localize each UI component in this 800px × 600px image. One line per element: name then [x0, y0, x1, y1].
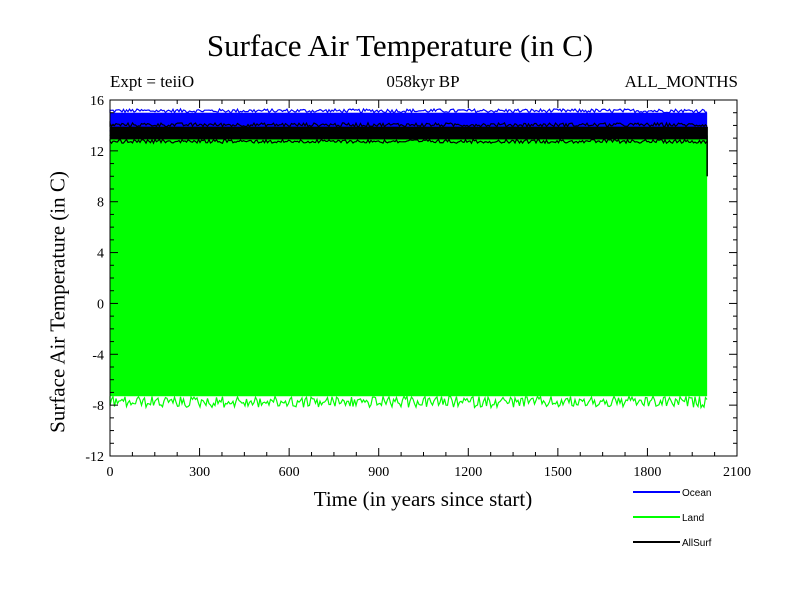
y-tick-label: 0: [97, 297, 104, 312]
y-tick-label: 12: [90, 145, 104, 160]
legend-item-land: Land: [633, 513, 704, 524]
y-tick-label: 4: [97, 247, 104, 262]
series-allsurf: [109, 121, 708, 177]
x-tick-label: 1500: [544, 465, 572, 480]
legend-item-allsurf: AllSurf: [633, 538, 712, 549]
series-land: [109, 130, 708, 410]
x-tick-label: 1800: [633, 465, 661, 480]
x-tick-label: 300: [189, 465, 210, 480]
series-band: [110, 126, 708, 140]
y-tick-label: -12: [85, 450, 104, 465]
y-tick-label: 8: [97, 196, 104, 211]
series-upper-envelope: [109, 107, 708, 115]
series-lower-envelope: [109, 394, 708, 410]
y-tick-label: -8: [92, 399, 104, 414]
x-axis-label: Time (in years since start): [313, 487, 533, 511]
y-tick-label: 16: [90, 94, 104, 109]
legend: Ocean Land AllSurf: [633, 488, 712, 549]
legend-label: Land: [682, 513, 704, 524]
series-band: [110, 135, 708, 397]
series-lower-envelope: [109, 138, 708, 145]
y-tick-label: -4: [92, 348, 104, 363]
x-tick-label: 900: [368, 465, 389, 480]
legend-label: Ocean: [682, 488, 711, 499]
x-tick-label: 2100: [723, 465, 751, 480]
season-label: ALL_MONTHS: [624, 72, 738, 91]
legend-item-ocean: Ocean: [633, 488, 711, 499]
x-tick-label: 600: [279, 465, 300, 480]
series-upper-envelope: [109, 121, 708, 129]
axes: 0 300 600 900 1200 1500 1800 2100 -12 -8 -4 0 4 8 12 16: [85, 94, 751, 480]
plot-area: [109, 107, 708, 410]
legend-label: AllSurf: [682, 538, 712, 549]
experiment-label: Expt = teiiO: [110, 72, 195, 91]
x-tick-label: 0: [107, 465, 114, 480]
x-tick-label: 1200: [454, 465, 482, 480]
chart-title: Surface Air Temperature (in C): [206, 28, 594, 63]
chart-subtitle: 058kyr BP: [386, 72, 460, 91]
